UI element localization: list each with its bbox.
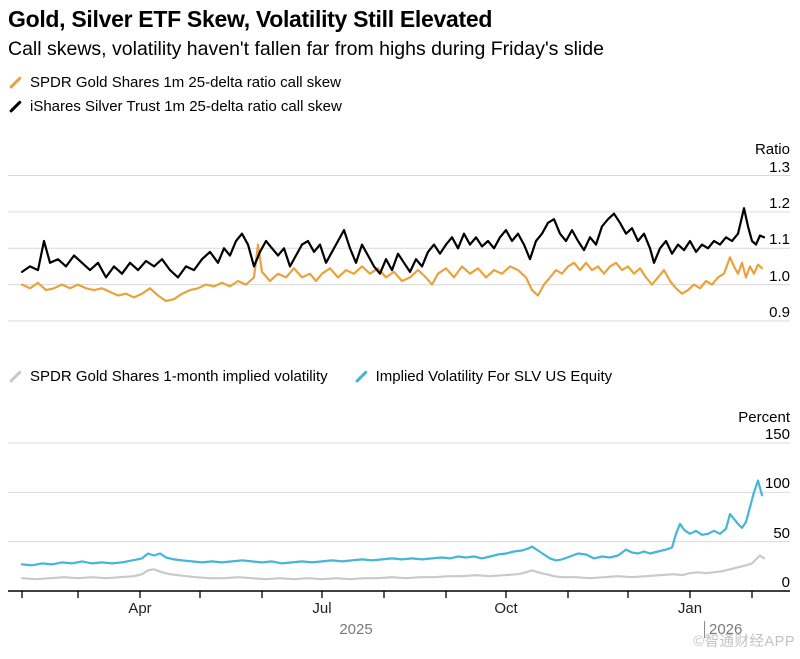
axis-unit-call_skew: Ratio: [754, 141, 790, 158]
ytick-label-call_skew: 0.9: [769, 304, 790, 321]
legend-label-gold-skew: SPDR Gold Shares 1m 25-delta ratio call …: [30, 74, 341, 91]
xtick-label-year: 2025: [339, 621, 373, 638]
watermark: ©智通财经APP: [693, 634, 795, 650]
legend-label-silver-skew: iShares Silver Trust 1m 25-delta ratio c…: [30, 98, 342, 115]
ytick-label-call_skew: 1.0: [769, 267, 790, 285]
legend-item-gold-skew: SPDR Gold Shares 1m 25-delta ratio call …: [8, 74, 341, 91]
legend-label-slv-iv: Implied Volatility For SLV US Equity: [375, 368, 613, 385]
volatility-chart-legend: SPDR Gold Shares 1-month implied volatil…: [8, 368, 638, 385]
page-title: Gold, Silver ETF Skew, Volatility Still …: [8, 6, 493, 32]
legend-item-gold-iv: SPDR Gold Shares 1-month implied volatil…: [8, 368, 328, 385]
legend-label-gold-iv: SPDR Gold Shares 1-month implied volatil…: [30, 368, 328, 385]
skew-chart-legend: SPDR Gold Shares 1m 25-delta ratio call …: [8, 74, 342, 122]
xtick-label-month: Apr: [128, 600, 152, 617]
legend-item-slv-iv: Implied Volatility For SLV US Equity: [354, 368, 612, 385]
xtick-label-month: Oct: [494, 600, 518, 617]
ytick-label-call_skew: 1.1: [769, 231, 790, 249]
xtick-label-month: Jan: [677, 600, 703, 617]
axis-unit-implied_volatility: Percent: [738, 408, 790, 426]
legend-item-silver-skew: iShares Silver Trust 1m 25-delta ratio c…: [8, 98, 342, 115]
ytick-label-call_skew: 1.2: [769, 194, 790, 212]
page-subtitle: Call skews, volatility haven't fallen fa…: [8, 38, 604, 60]
ytick-label-implied_volatility: 0: [781, 574, 790, 591]
xtick-label-year: 2026: [704, 621, 742, 638]
ytick-label-implied_volatility: 50: [773, 524, 790, 542]
ytick-label-call_skew: 1.3: [769, 158, 790, 176]
ytick-label-implied_volatility: 100: [764, 475, 790, 493]
ytick-label-implied_volatility: 150: [764, 426, 790, 443]
xtick-label-month: Jul: [312, 600, 332, 617]
